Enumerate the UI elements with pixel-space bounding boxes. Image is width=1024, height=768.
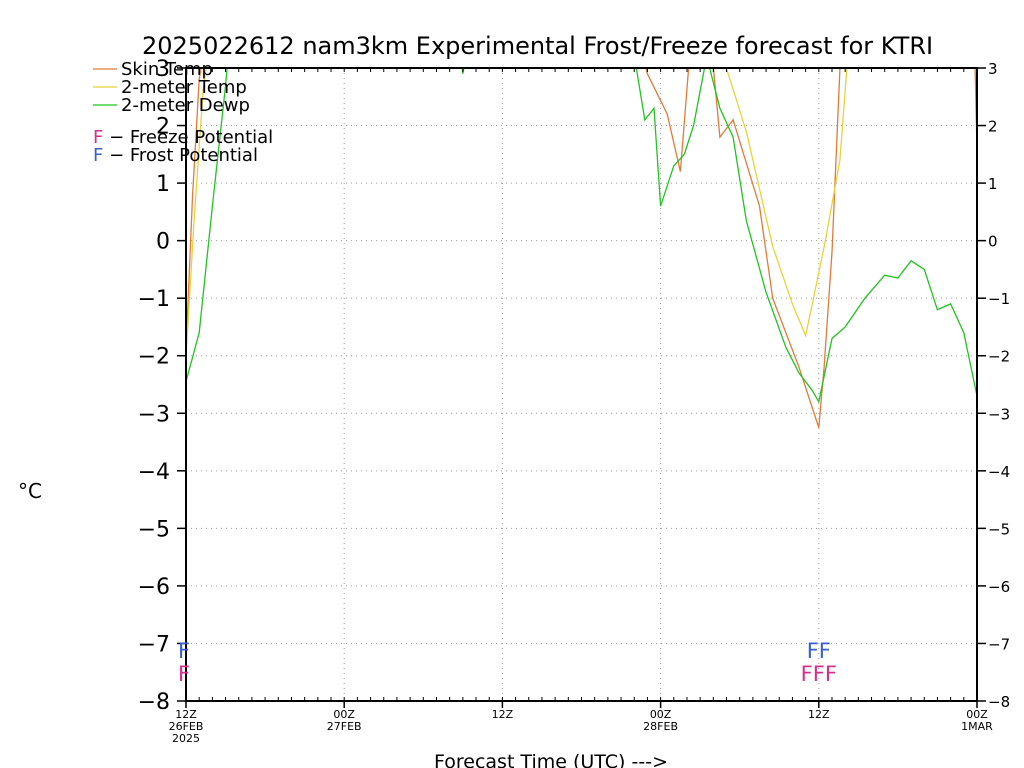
x-tick-label: 27FEB xyxy=(327,720,362,733)
y-tick-label-left: −4 xyxy=(138,460,170,485)
y-tick-label-right: −2 xyxy=(988,348,1010,366)
y-tick-label-left: −6 xyxy=(138,575,170,600)
legend-label: Skin Temp xyxy=(121,59,213,80)
y-tick-label-right: −5 xyxy=(988,520,1010,538)
y-tick-label-left: −7 xyxy=(138,632,170,657)
y-tick-label-right: 1 xyxy=(988,175,998,193)
x-tick-label: 00Z xyxy=(333,708,355,721)
y-tick-label-right: −7 xyxy=(988,635,1010,653)
plot-frame xyxy=(185,67,978,702)
x-tick-label: 12Z xyxy=(808,708,830,721)
y-tick-label-right: −1 xyxy=(988,290,1010,308)
y-tick-label-left: 3 xyxy=(156,57,170,82)
series-line-2-meter-dewp xyxy=(186,68,977,404)
series-lines xyxy=(186,68,977,428)
x-tick-label: 2025 xyxy=(172,732,200,745)
frost-potential-mark: F xyxy=(178,639,190,663)
x-tick-label: 00Z xyxy=(966,708,988,721)
y-tick-label-right: −8 xyxy=(988,693,1010,711)
legend-frost-label: − Frost Potential xyxy=(103,145,258,166)
legend-label: 2-meter Temp xyxy=(121,77,247,98)
freeze-potential-mark: F xyxy=(178,662,190,686)
y-tick-label-left: −8 xyxy=(138,690,170,715)
series-line-skin-temp xyxy=(186,68,977,428)
y-tick-label-left: −2 xyxy=(138,345,170,370)
x-axis-label: Forecast Time (UTC) ---> xyxy=(434,751,668,768)
frost-freeze-marks: F FFF FFF xyxy=(178,639,837,686)
y-tick-label-left: 1 xyxy=(156,172,170,197)
freeze-potential-mark: FFF xyxy=(801,662,837,686)
y-axis-unit: °C xyxy=(18,479,42,503)
y-tick-label-left: −1 xyxy=(138,287,170,312)
frost-potential-mark: FF xyxy=(807,639,831,663)
legend-frost-potential: F − Frost Potential xyxy=(93,145,258,166)
y-tick-label-left: 2 xyxy=(156,115,170,140)
axes: −8 −8 −7 −7 −6 −6 −5 −5 −4 −4 −3 −3 −2 −2 −1 −1 0 0 1 1 2 2 3 3… xyxy=(138,57,1011,745)
legend-label: 2-meter Dewp xyxy=(121,95,250,116)
x-tick-label: 1MAR xyxy=(961,720,993,733)
legend-frost-letter: F xyxy=(93,145,103,166)
x-tick-label: 28FEB xyxy=(643,720,678,733)
legend-freeze-letter: F xyxy=(93,127,103,148)
legend-freeze-label: − Freeze Potential xyxy=(103,127,273,148)
x-tick-label: 12Z xyxy=(492,708,514,721)
y-tick-label-right: −6 xyxy=(988,578,1010,596)
y-tick-label-right: 2 xyxy=(988,118,998,136)
y-tick-label-right: 0 xyxy=(988,233,998,251)
series-line-2-meter-temp xyxy=(186,68,848,356)
y-tick-label-right: 3 xyxy=(988,60,998,78)
y-tick-label-right: −4 xyxy=(988,463,1010,481)
legend-freeze-potential: F − Freeze Potential xyxy=(93,127,273,148)
x-tick-label: 00Z xyxy=(650,708,672,721)
y-tick-label-left: −3 xyxy=(138,402,170,427)
x-tick-label: 12Z xyxy=(175,708,197,721)
y-tick-label-left: −5 xyxy=(138,517,170,542)
chart-title: 2025022612 nam3km Experimental Frost/Fre… xyxy=(142,32,933,60)
y-tick-label-right: −3 xyxy=(988,405,1010,423)
x-tick-label: 26FEB xyxy=(169,720,204,733)
y-tick-label-left: 0 xyxy=(156,230,170,255)
grid xyxy=(186,68,977,701)
